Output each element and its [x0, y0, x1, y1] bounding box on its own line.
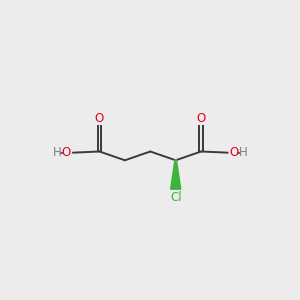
- Polygon shape: [171, 160, 181, 189]
- Text: O: O: [196, 112, 206, 125]
- Text: H: H: [239, 146, 248, 159]
- Text: Cl: Cl: [170, 191, 182, 204]
- Text: O: O: [95, 112, 104, 125]
- Text: O: O: [230, 146, 239, 159]
- Text: H: H: [53, 146, 62, 159]
- Text: O: O: [62, 146, 71, 159]
